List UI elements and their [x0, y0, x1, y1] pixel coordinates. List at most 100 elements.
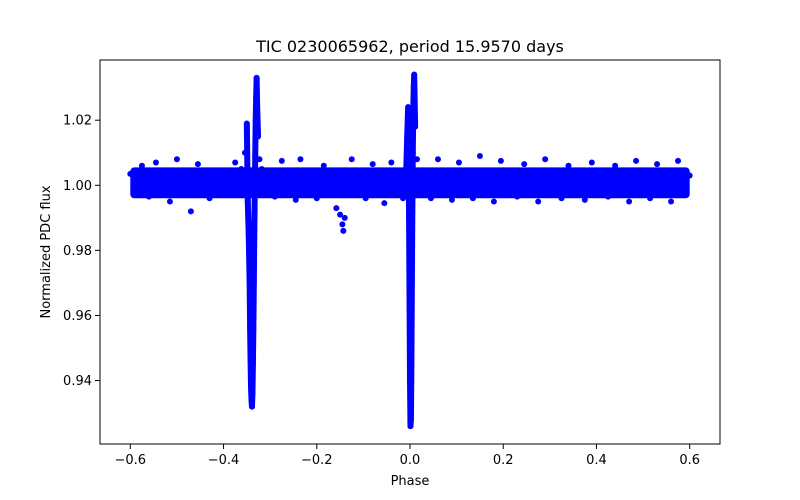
- data-point: [588, 159, 595, 166]
- data-point: [469, 195, 476, 202]
- chart-title: TIC 0230065962, period 15.9570 days: [255, 37, 564, 56]
- data-point: [633, 157, 640, 164]
- x-tick-label: −0.6: [115, 453, 147, 468]
- data-point: [304, 185, 311, 192]
- data-point: [173, 156, 180, 163]
- y-tick-label: 0.98: [63, 244, 92, 259]
- data-point: [320, 162, 327, 169]
- data-point: [297, 156, 304, 163]
- data-point: [619, 185, 626, 192]
- data-point: [434, 156, 441, 163]
- y-tick-label: 0.96: [63, 309, 92, 324]
- data-point: [675, 157, 682, 164]
- data-point: [328, 192, 335, 199]
- data-point: [267, 169, 274, 176]
- eclipse-trace: [403, 71, 419, 430]
- data-point: [581, 196, 588, 203]
- y-tick-label: 0.94: [63, 374, 92, 389]
- data-point: [362, 195, 369, 202]
- data-point: [258, 166, 265, 173]
- data-point: [292, 196, 299, 203]
- data-point: [337, 211, 344, 218]
- x-tick-label: 0.2: [493, 453, 514, 468]
- data-point: [376, 187, 383, 194]
- data-point: [278, 157, 285, 164]
- data-point: [395, 179, 402, 186]
- y-tick-label: 1.02: [63, 114, 92, 129]
- data-point: [514, 193, 521, 200]
- eclipse-trace: [243, 74, 262, 410]
- x-axis: −0.6 −0.4 −0.2 0.0 0.2 0.4 0.6: [115, 444, 700, 468]
- data-point: [476, 153, 483, 159]
- data-point: [355, 182, 362, 189]
- data-point: [348, 156, 355, 163]
- data-point: [131, 188, 138, 195]
- data-point: [462, 175, 469, 182]
- data-point: [159, 180, 166, 187]
- data-points: [127, 71, 693, 430]
- data-point: [542, 156, 549, 163]
- data-point: [574, 185, 581, 192]
- data-point: [535, 198, 542, 205]
- data-point: [497, 157, 504, 164]
- data-point: [490, 198, 497, 205]
- data-point: [187, 208, 194, 215]
- data-point: [178, 187, 185, 194]
- data-point: [220, 177, 227, 184]
- data-point: [448, 196, 455, 203]
- data-point: [661, 187, 668, 194]
- data-point: [565, 162, 572, 169]
- data-point: [420, 182, 427, 189]
- data-point: [285, 179, 292, 186]
- y-tick-label: 1.00: [63, 179, 92, 194]
- data-point: [333, 205, 340, 212]
- data-point: [558, 195, 565, 202]
- data-point: [551, 182, 558, 189]
- data-point: [340, 227, 347, 234]
- data-point: [262, 188, 269, 195]
- data-point: [199, 185, 206, 192]
- data-point: [211, 167, 218, 174]
- y-axis-label: Normalized PDC flux: [39, 185, 54, 318]
- data-point: [206, 195, 213, 202]
- data-point: [341, 214, 348, 221]
- data-point: [194, 161, 201, 168]
- data-point: [313, 195, 320, 202]
- data-point: [339, 221, 346, 228]
- x-axis-label: Phase: [391, 474, 430, 489]
- data-point: [344, 192, 351, 199]
- x-tick-label: −0.2: [301, 453, 333, 468]
- data-point: [483, 183, 490, 190]
- data-point: [227, 190, 234, 197]
- x-tick-label: 0.4: [586, 453, 607, 468]
- data-point: [369, 161, 376, 168]
- data-point: [441, 187, 448, 194]
- y-axis: 0.94 0.96 0.98 1.00 1.02: [63, 114, 100, 389]
- data-point: [598, 179, 605, 186]
- data-point: [654, 161, 661, 168]
- data-point: [400, 195, 407, 202]
- data-point: [127, 170, 134, 177]
- data-point: [238, 166, 245, 173]
- data-point: [166, 198, 173, 205]
- data-point: [145, 193, 152, 200]
- data-point: [686, 172, 693, 179]
- data-point: [427, 195, 434, 202]
- x-tick-label: −0.4: [208, 453, 240, 468]
- data-point: [455, 159, 462, 166]
- data-point: [605, 193, 612, 200]
- x-tick-label: 0.6: [679, 453, 700, 468]
- data-point: [640, 180, 647, 187]
- data-point: [528, 187, 535, 194]
- data-point: [647, 195, 654, 202]
- data-point: [626, 198, 633, 205]
- x-tick-label: 0.0: [400, 453, 421, 468]
- data-point: [504, 179, 511, 186]
- data-point: [152, 159, 159, 166]
- data-point: [668, 198, 675, 205]
- data-point: [271, 193, 278, 200]
- data-point: [381, 200, 388, 207]
- data-point: [682, 185, 689, 192]
- data-point: [138, 162, 145, 169]
